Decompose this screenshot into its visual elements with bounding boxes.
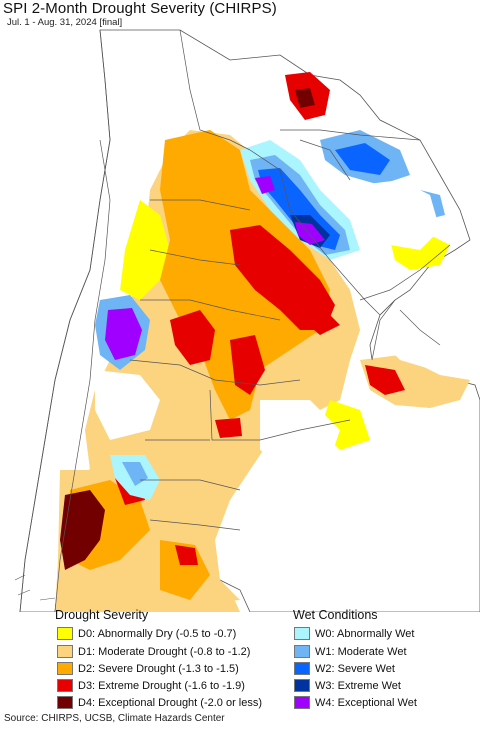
legend-drought-heading: Drought Severity [55, 608, 149, 622]
legend-swatch-d4 [57, 696, 73, 709]
d3-area-west [170, 310, 215, 365]
legend-swatch-w1 [294, 645, 310, 658]
source-credit: Source: CHIRPS, UCSB, Climate Hazards Ce… [4, 713, 225, 724]
w2-area-ne [335, 143, 390, 175]
normal-area-uy [380, 315, 470, 372]
d4-area [60, 490, 105, 570]
legend-label-d0: D0: Abnormally Dry (-0.5 to -0.7) [78, 627, 237, 640]
legend-swatch-d2 [57, 662, 73, 675]
legend-label-w2: W2: Severe Wet [315, 662, 395, 675]
normal-area-pampa [260, 400, 340, 470]
legend-item-d2: D2: Severe Drought (-1.3 to -1.5) [57, 660, 239, 677]
legend-item-w1: W1: Moderate Wet [294, 643, 407, 660]
legend-swatch-w4 [294, 696, 310, 709]
d3-area-pampa [215, 418, 242, 438]
legend-item-d3: D3: Extreme Drought (-1.6 to -1.9) [57, 677, 245, 694]
legend-item-d1: D1: Moderate Drought (-0.8 to -1.2) [57, 643, 250, 660]
islands [14, 574, 56, 601]
legend-swatch-d3 [57, 679, 73, 692]
w4-area [295, 222, 325, 245]
d0-area [120, 200, 170, 300]
d3-area-mid [230, 335, 265, 395]
borders [54, 29, 451, 612]
normal-area-ne [360, 180, 440, 250]
legend-item-w4: W4: Exceptional Wet [294, 694, 417, 711]
map-subtitle: Jul. 1 - Aug. 31, 2024 [final] [5, 17, 125, 28]
d3-area-se [290, 305, 340, 335]
legend-item-d0: D0: Abnormally Dry (-0.5 to -0.7) [57, 625, 236, 642]
w4-area-andes [105, 308, 142, 360]
legend-label-w3: W3: Extreme Wet [315, 679, 401, 692]
legend-swatch-d0 [57, 627, 73, 640]
w4-area-n [255, 176, 275, 194]
legend-label-d4: D4: Exceptional Drought (-2.0 or less) [78, 696, 263, 709]
legend-label-w4: W4: Exceptional Wet [315, 696, 417, 709]
legend-item-w0: W0: Abnormally Wet [294, 625, 414, 642]
legend-label-d1: D1: Moderate Drought (-0.8 to -1.2) [78, 645, 251, 658]
legend-item-d4: D4: Exceptional Drought (-2.0 or less) [57, 694, 262, 711]
legend-item-w2: W2: Severe Wet [294, 660, 395, 677]
legend-label-d2: D2: Severe Drought (-1.3 to -1.5) [78, 662, 239, 675]
legend-label-w0: W0: Abnormally Wet [315, 627, 415, 640]
legend-swatch-w0 [294, 627, 310, 640]
d3-area-central [230, 225, 335, 330]
map-title: SPI 2-Month Drought Severity (CHIRPS) [3, 0, 277, 17]
d2-area-south2 [160, 540, 210, 600]
d0-area-uy [360, 355, 470, 408]
legend-swatch-w3 [294, 679, 310, 692]
legend-item-w3: W3: Extreme Wet [294, 677, 401, 694]
legend-swatch-w2 [294, 662, 310, 675]
coastline [19, 29, 111, 612]
legend-wet-heading: Wet Conditions [293, 608, 378, 622]
normal-area-west [95, 370, 160, 440]
legend-swatch-d1 [57, 645, 73, 658]
d4-area-north [295, 88, 315, 108]
legend-label-w1: W1: Moderate Wet [315, 645, 407, 658]
d3-area-chubut [175, 545, 198, 565]
legend: Drought Severity Wet Conditions D0: Abno… [0, 608, 480, 711]
d3-area-uy [365, 365, 405, 395]
drought-map [14, 29, 480, 612]
legend-label-d3: D3: Extreme Drought (-1.6 to -1.9) [78, 679, 245, 692]
